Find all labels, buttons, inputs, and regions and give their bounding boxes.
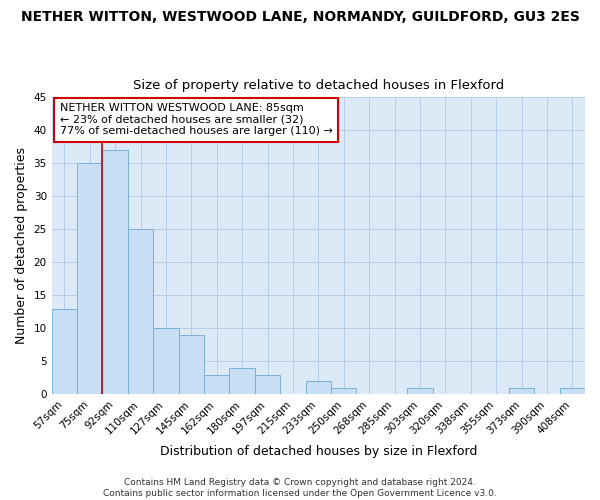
Bar xyxy=(204,374,229,394)
Bar xyxy=(128,230,153,394)
Bar xyxy=(331,388,356,394)
Text: NETHER WITTON WESTWOOD LANE: 85sqm
← 23% of detached houses are smaller (32)
77%: NETHER WITTON WESTWOOD LANE: 85sqm ← 23%… xyxy=(59,104,332,136)
Bar xyxy=(103,150,128,394)
Bar xyxy=(305,381,331,394)
Text: NETHER WITTON, WESTWOOD LANE, NORMANDY, GUILDFORD, GU3 2ES: NETHER WITTON, WESTWOOD LANE, NORMANDY, … xyxy=(20,10,580,24)
Bar xyxy=(77,164,103,394)
Text: Contains HM Land Registry data © Crown copyright and database right 2024.
Contai: Contains HM Land Registry data © Crown c… xyxy=(103,478,497,498)
Bar xyxy=(52,308,77,394)
Bar xyxy=(407,388,433,394)
X-axis label: Distribution of detached houses by size in Flexford: Distribution of detached houses by size … xyxy=(160,444,477,458)
Y-axis label: Number of detached properties: Number of detached properties xyxy=(15,148,28,344)
Bar xyxy=(255,374,280,394)
Bar xyxy=(179,335,204,394)
Bar xyxy=(560,388,585,394)
Title: Size of property relative to detached houses in Flexford: Size of property relative to detached ho… xyxy=(133,79,504,92)
Bar xyxy=(153,328,179,394)
Bar xyxy=(229,368,255,394)
Bar xyxy=(509,388,534,394)
